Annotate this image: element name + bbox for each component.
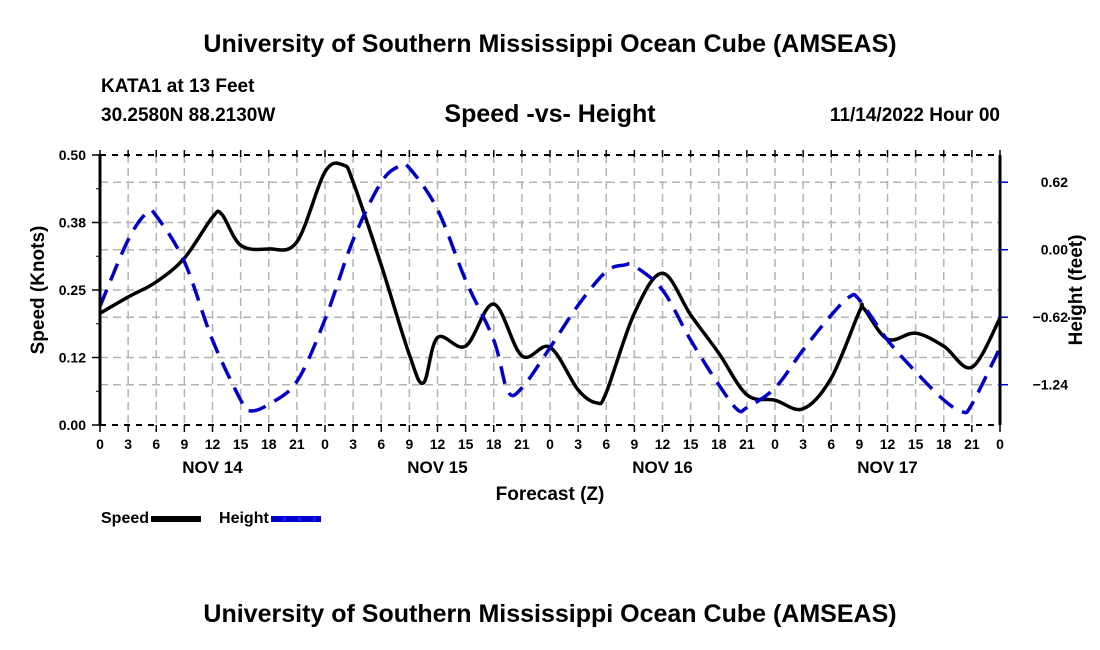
axes [92,150,1008,432]
legend-item-height: Height [219,510,321,528]
y2-axis-title: Height (feet) [1066,235,1087,346]
grid [100,155,1000,425]
x-tick-label: 18 [711,436,727,452]
x-tick-label: 9 [630,436,638,452]
x-tick-label: 9 [855,436,863,452]
y2-tick-label: 0.00 [1041,242,1068,258]
y-tick-label: 0.12 [59,350,86,366]
main-title: University of Southern Mississippi Ocean… [203,30,897,58]
x-tick-label: 0 [546,436,554,452]
x-tick-label: 0 [321,436,329,452]
x-tick-label: 15 [233,436,249,452]
x-tick-label: 12 [880,436,896,452]
y2-tick-label: 0.62 [1041,174,1068,190]
tick-labels: 0 3 6 9 12 15 18 21 0 3 6 9 12 15 18 21 0 3 6 9 12 15 18 21 0 3 6 9… [59,147,1068,477]
y-tick-label: 0.50 [59,147,86,163]
legend: Speed Height [101,510,339,528]
x-tick-label: 21 [514,436,530,452]
x-tick-label: 0 [996,436,1004,452]
coordinates-label: 30.2580N 88.2130W [101,105,276,126]
series-layer [98,161,1002,415]
x-day-label: NOV 15 [407,458,467,477]
chart-title: Speed -vs- Height [444,100,656,128]
x-tick-label: 0 [96,436,104,452]
y-tick-label: 0.25 [59,282,86,298]
footer-title: University of Southern Mississippi Ocean… [203,600,897,628]
x-tick-label: 18 [486,436,502,452]
legend-swatch-speed [151,516,202,522]
x-tick-label: 9 [180,436,188,452]
x-tick-label: 3 [574,436,582,452]
legend-label-speed: Speed [101,510,150,527]
x-tick-label: 6 [602,436,610,452]
x-tick-label: 15 [683,436,699,452]
y2-tick-label: −1.24 [1033,377,1069,393]
x-tick-label: 15 [908,436,924,452]
x-day-label: NOV 14 [182,458,243,477]
x-day-label: NOV 16 [632,458,692,477]
series-line-speed [99,161,1002,412]
x-tick-label: 21 [289,436,305,452]
series-line-height [98,161,1002,415]
x-tick-label: 12 [655,436,671,452]
x-tick-label: 21 [964,436,980,452]
y-axis-title: Speed (Knots) [28,226,49,355]
x-tick-label: 3 [349,436,357,452]
x-tick-label: 3 [124,436,132,452]
x-tick-label: 6 [377,436,385,452]
x-day-label: NOV 17 [857,458,917,477]
x-tick-label: 12 [430,436,446,452]
x-tick-label: 3 [799,436,807,452]
x-tick-label: 21 [739,436,755,452]
y2-tick-label: −0.62 [1033,309,1069,325]
x-tick-label: 12 [205,436,221,452]
x-tick-label: 6 [827,436,835,452]
x-tick-label: 18 [936,436,952,452]
station-label: KATA1 at 13 Feet [101,76,255,97]
legend-label-height: Height [219,510,269,527]
forecast-datetime: 11/14/2022 Hour 00 [829,105,1000,126]
legend-item-speed: Speed [101,510,202,528]
x-tick-label: 9 [405,436,413,452]
x-tick-label: 0 [771,436,779,452]
legend-swatch-height [270,516,321,522]
x-tick-label: 18 [261,436,277,452]
y-tick-label: 0.00 [59,417,86,433]
x-axis-title: Forecast (Z) [496,484,605,505]
x-tick-label: 6 [152,436,160,452]
x-tick-label: 15 [458,436,474,452]
y-tick-label: 0.38 [59,215,86,231]
